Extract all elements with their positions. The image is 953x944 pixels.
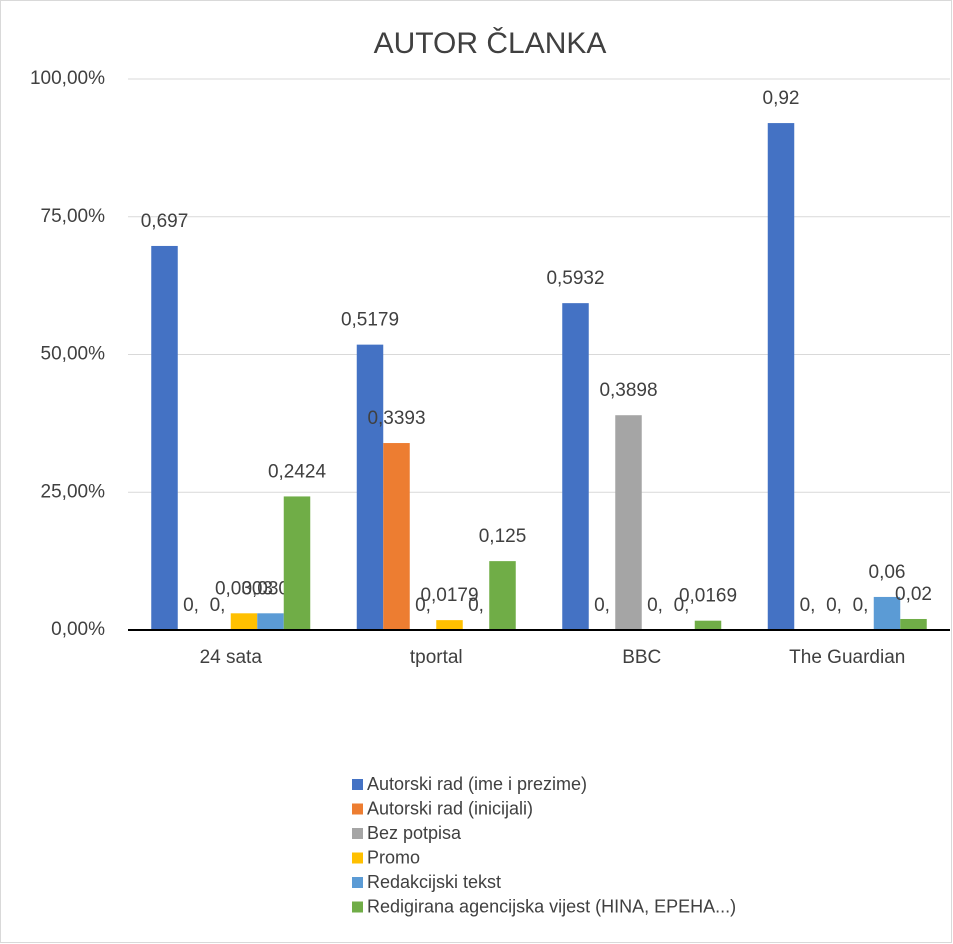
value-label: 0, <box>210 595 226 616</box>
legend-swatch <box>352 803 363 815</box>
y-tick-label: 100,00% <box>30 68 105 89</box>
bar <box>356 344 384 630</box>
y-tick-label: 50,00% <box>41 344 106 365</box>
value-label: 0,0303 <box>215 578 273 599</box>
bar <box>383 443 410 630</box>
legend-label: Autorski rad (inicijali) <box>367 798 533 818</box>
value-label: 0, <box>183 595 199 616</box>
bar <box>230 613 258 630</box>
x-tick-label: The Guardian <box>789 647 905 668</box>
value-label: 0, <box>800 595 816 616</box>
legend-swatch <box>352 877 363 888</box>
chart-title: AUTOR ČLANKA <box>374 26 607 60</box>
bar <box>257 613 284 630</box>
legend-label: Bez potpisa <box>367 823 462 843</box>
x-tick-label: tportal <box>410 647 463 668</box>
bar <box>489 561 516 630</box>
legend-swatch <box>352 901 363 913</box>
bar <box>562 303 589 630</box>
value-label: 0,125 <box>479 526 527 547</box>
value-label: 0,697 <box>141 211 189 232</box>
value-label: 0, <box>468 595 484 616</box>
legend-label: Redigirana agencijska vijest (HINA, EPEH… <box>367 896 736 916</box>
y-tick-label: 75,00% <box>41 206 106 227</box>
x-tick-label: 24 sata <box>200 647 263 668</box>
value-label: 0, <box>853 595 869 616</box>
value-label: 0,06 <box>869 562 906 583</box>
x-tick-label: BBC <box>622 647 661 668</box>
legend-label: Autorski rad (ime i prezime) <box>367 774 587 794</box>
value-label: 0,5932 <box>546 268 604 289</box>
value-label: 0, <box>415 595 431 616</box>
value-label: 0,0179 <box>420 585 478 606</box>
value-label: 0, <box>647 595 663 616</box>
value-label: 0,3393 <box>367 408 425 429</box>
value-label: 0,5179 <box>341 310 399 331</box>
bar <box>767 123 795 630</box>
value-label: 0, <box>594 595 610 616</box>
value-label: 0,0169 <box>679 586 737 607</box>
legend-swatch <box>352 852 363 864</box>
value-label: 0, <box>826 595 842 616</box>
value-label: 0,3898 <box>599 380 657 401</box>
value-label: 0,02 <box>895 584 932 605</box>
value-label: 0,92 <box>763 88 800 109</box>
bar <box>873 596 901 630</box>
bar <box>615 415 642 630</box>
legend-label: Promo <box>367 847 420 867</box>
y-tick-label: 0,00% <box>51 619 105 640</box>
legend-swatch <box>352 828 363 839</box>
legend-label: Redakcijski tekst <box>367 872 501 892</box>
bar <box>436 620 463 630</box>
bar <box>151 245 178 630</box>
legend-swatch <box>352 779 363 790</box>
value-label: 0, <box>674 595 690 616</box>
bar <box>283 496 311 630</box>
bar <box>900 618 927 630</box>
y-tick-label: 25,00% <box>41 481 106 502</box>
bar <box>694 620 722 630</box>
value-label: 0,2424 <box>268 461 327 482</box>
